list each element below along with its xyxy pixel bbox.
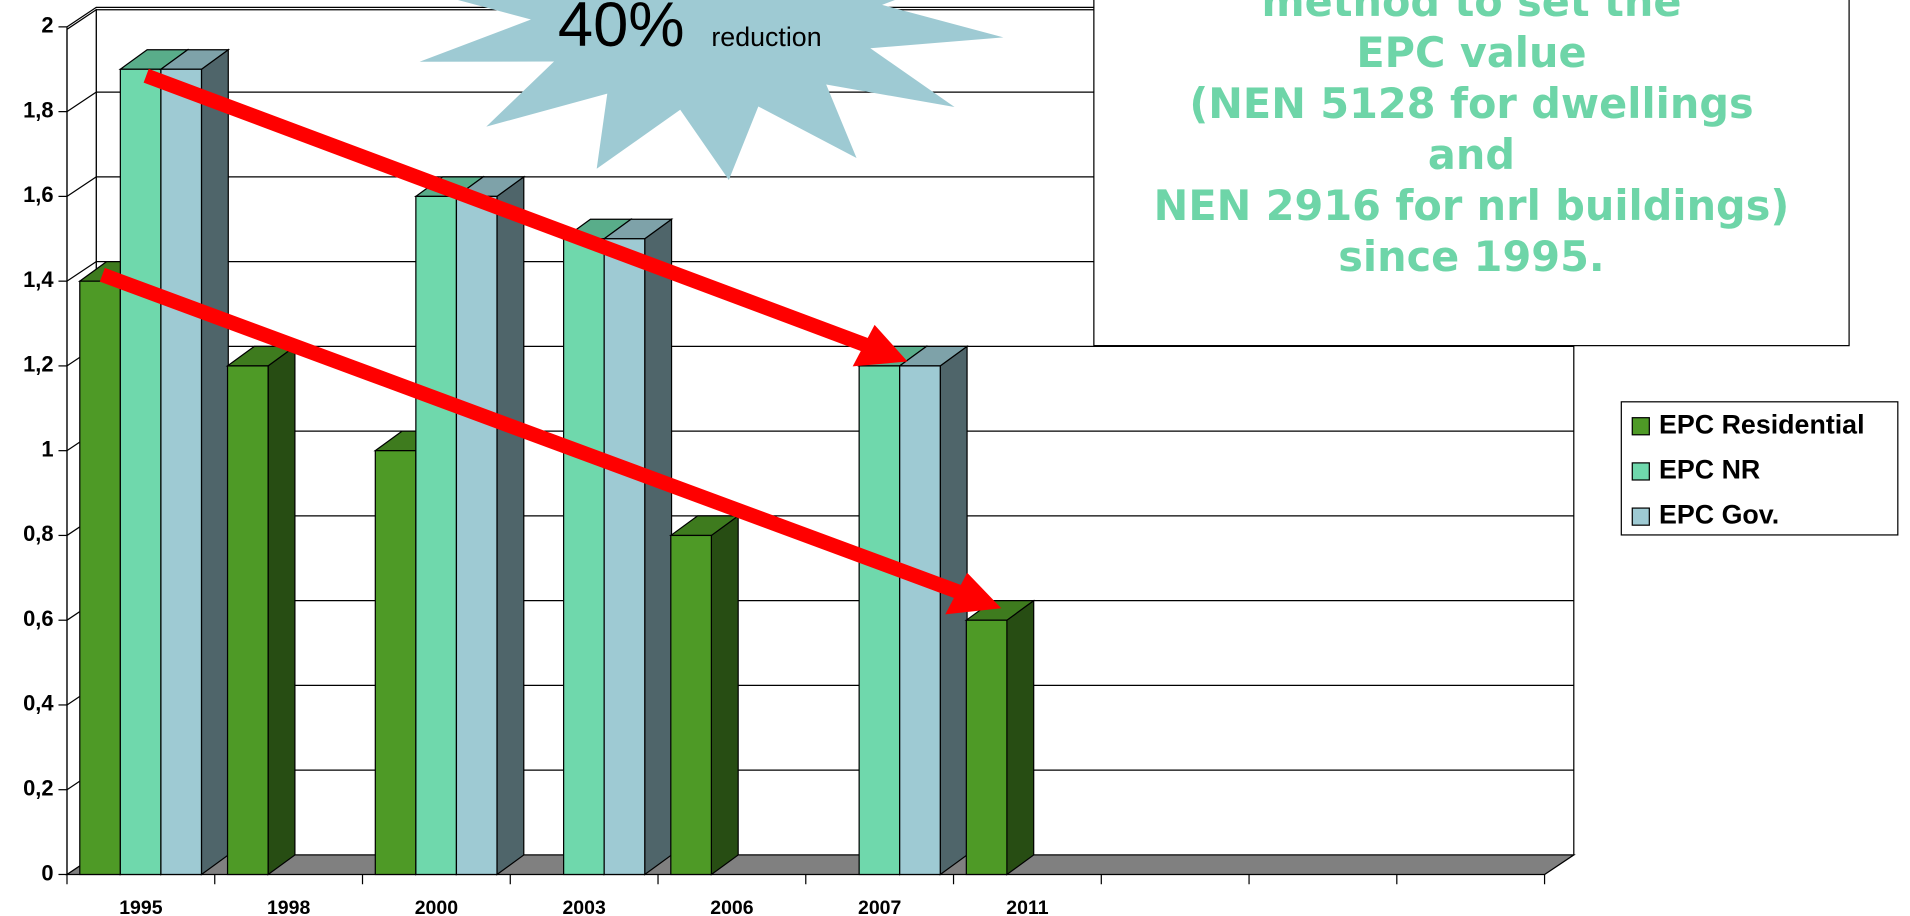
grid-line — [66, 91, 1574, 113]
bar — [670, 534, 712, 876]
burst-percent: 40% — [558, 0, 685, 60]
bar-side — [1006, 599, 1035, 876]
bar — [226, 365, 269, 876]
bar — [79, 280, 121, 876]
x-tick-label: 2007 — [858, 897, 901, 916]
note-line: method to set the — [1261, 0, 1681, 26]
note-line: (NEN 5128 for dwellings — [1189, 80, 1753, 128]
bar — [415, 195, 458, 876]
bar — [119, 68, 162, 876]
bar — [374, 450, 417, 876]
y-tick-label: 0,2 — [23, 775, 53, 800]
legend-swatch — [1631, 507, 1650, 526]
arrow-head — [945, 572, 1002, 615]
grid-line — [66, 260, 1574, 282]
x-tick-label: 2011 — [1006, 897, 1048, 916]
starburst — [419, 0, 1004, 180]
y-tick-label: 0 — [41, 860, 53, 885]
legend-label: EPC Residential — [1659, 409, 1864, 439]
note-line: NEN 2916 for nrl buildings) — [1154, 182, 1790, 230]
y-tick-label: 1,2 — [23, 352, 53, 377]
legend-swatch — [1631, 462, 1650, 481]
floor — [64, 854, 1576, 876]
y-tick-label: 2 — [41, 13, 53, 38]
bar — [160, 68, 203, 876]
legend-swatch — [1631, 417, 1650, 436]
bars — [77, 48, 1036, 876]
y-tick-label: 0,4 — [23, 691, 54, 716]
arrow-shaft — [99, 267, 963, 600]
x-tick-label: 1995 — [119, 897, 162, 916]
bar — [455, 195, 498, 876]
burst-label: reduction — [711, 22, 821, 52]
x-tick-label: 2006 — [710, 897, 753, 916]
note-line: EPC value — [1356, 29, 1586, 77]
grid-line — [66, 176, 1574, 197]
note-text: method to set the EPC value(NEN 5128 for … — [1154, 0, 1790, 281]
y-tick-label: 0,8 — [23, 521, 53, 546]
note-line: and — [1428, 131, 1515, 179]
legend: EPC Residential EPC NR EPC Gov. — [1631, 409, 1865, 530]
arrow-shaft — [143, 68, 870, 353]
y-tick-label: 1 — [41, 436, 53, 461]
x-tick-label: 2003 — [562, 897, 605, 916]
bar-side — [200, 48, 229, 876]
grid-line — [66, 6, 1574, 28]
legend-box — [1620, 401, 1899, 536]
bar — [965, 619, 1008, 876]
note-box — [1093, 0, 1850, 347]
x-tick-label: 1998 — [267, 897, 310, 916]
bar-side — [710, 514, 739, 876]
bar — [899, 365, 941, 876]
bar-side — [496, 175, 525, 876]
note-line: since 1995. — [1338, 233, 1604, 281]
x-tick-label: 2000 — [415, 897, 458, 916]
legend-label: EPC Gov. — [1659, 500, 1779, 530]
arrows — [99, 68, 1002, 615]
y-tick-label: 1,6 — [23, 182, 53, 207]
arrow-head — [852, 324, 908, 367]
bar — [563, 238, 605, 876]
y-tick-label: 0,6 — [23, 606, 53, 631]
bar — [858, 365, 901, 876]
bar-side — [267, 345, 296, 876]
bar — [603, 238, 646, 876]
bar-side — [644, 218, 673, 876]
y-tick-label: 1,4 — [23, 267, 54, 292]
legend-label: EPC NR — [1659, 455, 1760, 485]
y-tick-label: 1,8 — [23, 97, 53, 122]
